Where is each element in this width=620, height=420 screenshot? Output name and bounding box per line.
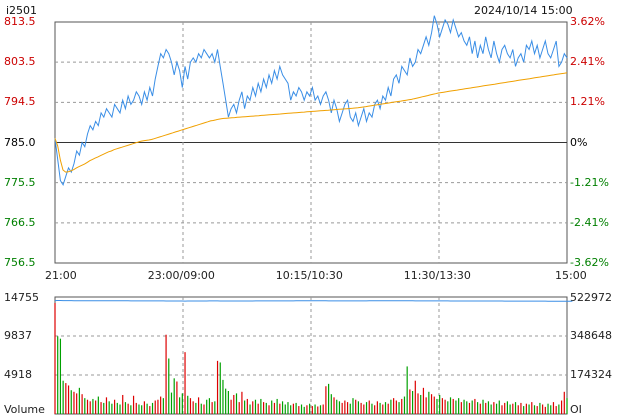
- price-line: [54, 15, 568, 186]
- grid: [54, 21, 568, 415]
- price-tick-left: 775.5: [4, 175, 36, 189]
- datetime-label: 2024/10/14 15:00: [474, 4, 573, 17]
- time-tick: 11:30/13:30: [403, 269, 471, 282]
- volume-tick-left: 4918: [4, 368, 32, 381]
- time-tick: 10:15/10:30: [275, 269, 343, 282]
- volume-tick-left: 14755: [4, 291, 39, 304]
- volume-frame: [54, 296, 568, 415]
- volume-tick-right: OI: [570, 403, 582, 416]
- price-tick-left: 794.5: [4, 95, 36, 109]
- avg-line: [54, 72, 568, 173]
- price-tick-right: 1.21%: [570, 95, 605, 109]
- price-tick-left: 785.0: [4, 135, 36, 149]
- open-interest-line: [54, 300, 573, 302]
- volume-tick-right: 174324: [570, 368, 612, 381]
- price-tick-left: 813.5: [4, 15, 36, 28]
- price-lines: [54, 15, 568, 186]
- time-tick: 15:00: [555, 269, 587, 282]
- price-tick-left: 766.5: [4, 215, 36, 229]
- price-tick-right: 0%: [570, 135, 588, 149]
- price-tick-right: -3.62%: [570, 256, 609, 269]
- volume-bars: [54, 300, 573, 414]
- symbol-label: i2501: [6, 4, 38, 17]
- volume-tick-right: 348648: [570, 329, 612, 342]
- price-tick-right: 3.62%: [570, 15, 605, 28]
- volume-tick-left: Volume: [4, 403, 45, 416]
- time-tick: 21:00: [45, 269, 77, 282]
- price-tick-right: -1.21%: [570, 175, 609, 189]
- volume-tick-right: 522972: [570, 291, 612, 304]
- price-tick-right: -2.41%: [570, 215, 609, 229]
- volume-tick-left: 9837: [4, 329, 32, 342]
- price-tick-right: 2.41%: [570, 55, 605, 69]
- time-tick: 23:00/09:00: [147, 269, 215, 282]
- price-tick-left: 756.5: [4, 256, 36, 269]
- price-tick-left: 803.5: [4, 55, 36, 69]
